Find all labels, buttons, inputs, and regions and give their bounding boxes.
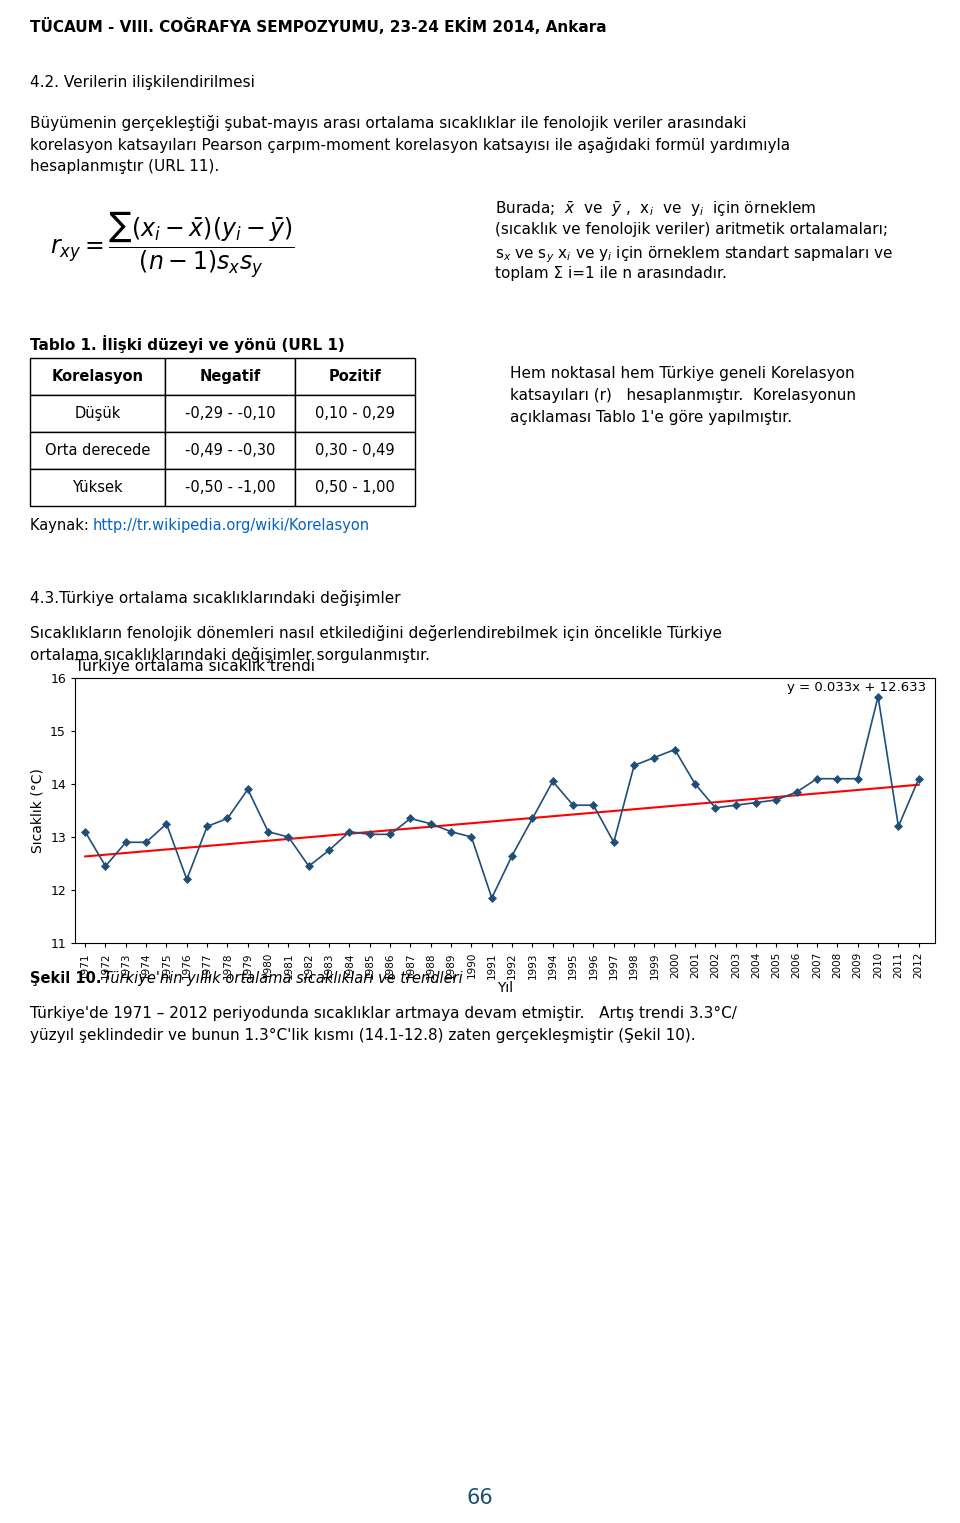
Text: hesaplanmıştır (URL 11).: hesaplanmıştır (URL 11). <box>30 158 219 174</box>
Text: (sıcaklık ve fenolojik veriler) aritmetik ortalamaları;: (sıcaklık ve fenolojik veriler) aritmeti… <box>495 222 888 238</box>
Text: 66: 66 <box>467 1488 493 1508</box>
Text: Kaynak:: Kaynak: <box>30 518 93 533</box>
Text: -0,49 - -0,30: -0,49 - -0,30 <box>185 443 276 458</box>
Text: korelasyon katsayıları Pearson çarpım-moment korelasyon katsayısı ile aşağıdaki : korelasyon katsayıları Pearson çarpım-mo… <box>30 137 790 152</box>
Y-axis label: Sıcaklık (°C): Sıcaklık (°C) <box>31 768 44 853</box>
Text: katsayıları (r)   hesaplanmıştır.  Korelasyonun: katsayıları (r) hesaplanmıştır. Korelasy… <box>510 388 856 404</box>
Text: $r_{xy} = \dfrac{\sum(x_i - \bar{x})(y_i - \bar{y})}{(n-1)s_x s_y}$: $r_{xy} = \dfrac{\sum(x_i - \bar{x})(y_i… <box>50 210 296 280</box>
Text: Düşük: Düşük <box>74 407 121 420</box>
Text: yüzyıl şeklindedir ve bunun 1.3°C'lik kısmı (14.1-12.8) zaten gerçekleşmiştir (Ş: yüzyıl şeklindedir ve bunun 1.3°C'lik kı… <box>30 1028 696 1043</box>
Text: -0,50 - -1,00: -0,50 - -1,00 <box>184 480 276 495</box>
Bar <box>295 358 415 394</box>
Text: Negatif: Negatif <box>200 369 260 384</box>
Text: açıklaması Tablo 1'e göre yapılmıştır.: açıklaması Tablo 1'e göre yapılmıştır. <box>510 410 792 425</box>
X-axis label: Yıl: Yıl <box>497 981 513 996</box>
Text: Türkiye'nin yıllık ortalama sıcaklıkları ve trendleri: Türkiye'nin yıllık ortalama sıcaklıkları… <box>103 972 463 985</box>
Text: Yüksek: Yüksek <box>72 480 123 495</box>
Text: Türkiye ortalama sıcaklık trendi: Türkiye ortalama sıcaklık trendi <box>75 659 315 675</box>
Text: ortalama sıcaklıklarındaki değişimler sorgulanmıştır.: ortalama sıcaklıklarındaki değişimler so… <box>30 647 430 663</box>
Text: Orta derecede: Orta derecede <box>45 443 150 458</box>
Bar <box>165 394 295 433</box>
Text: Şekil 10.: Şekil 10. <box>30 972 107 985</box>
Bar <box>165 469 295 506</box>
Text: Büyümenin gerçekleştiği şubat-mayıs arası ortalama sıcaklıklar ile fenolojik ver: Büyümenin gerçekleştiği şubat-mayıs aras… <box>30 116 747 131</box>
Text: 0,30 - 0,49: 0,30 - 0,49 <box>315 443 395 458</box>
Text: Tablo 1. İlişki düzeyi ve yönü (URL 1): Tablo 1. İlişki düzeyi ve yönü (URL 1) <box>30 335 345 353</box>
Bar <box>295 469 415 506</box>
Bar <box>295 394 415 433</box>
Text: y = 0.033x + 12.633: y = 0.033x + 12.633 <box>787 681 926 693</box>
Bar <box>165 358 295 394</box>
Text: -0,29 - -0,10: -0,29 - -0,10 <box>184 407 276 420</box>
Bar <box>30 469 165 506</box>
Text: 4.3.Türkiye ortalama sıcaklıklarındaki değişimler: 4.3.Türkiye ortalama sıcaklıklarındaki d… <box>30 589 400 606</box>
Text: Pozitif: Pozitif <box>328 369 381 384</box>
Text: http://tr.wikipedia.org/wiki/Korelasyon: http://tr.wikipedia.org/wiki/Korelasyon <box>93 518 371 533</box>
Bar <box>30 433 165 469</box>
Text: 0,50 - 1,00: 0,50 - 1,00 <box>315 480 395 495</box>
Text: Türkiye'de 1971 – 2012 periyodunda sıcaklıklar artmaya devam etmiştir.   Artış t: Türkiye'de 1971 – 2012 periyodunda sıcak… <box>30 1007 737 1020</box>
Text: TÜCAUM - VIII. COĞRAFYA SEMPOZYUMU, 23-24 EKİM 2014, Ankara: TÜCAUM - VIII. COĞRAFYA SEMPOZYUMU, 23-2… <box>30 18 607 35</box>
Text: 0,10 - 0,29: 0,10 - 0,29 <box>315 407 395 420</box>
Text: Burada;  $\bar{x}$  ve  $\bar{y}$ ,  x$_i$  ve  y$_i$  için örneklem: Burada; $\bar{x}$ ve $\bar{y}$ , x$_i$ v… <box>495 200 817 219</box>
Text: s$_x$ ve s$_y$ x$_i$ ve y$_i$ için örneklem standart sapmaları ve: s$_x$ ve s$_y$ x$_i$ ve y$_i$ için örnek… <box>495 244 893 265</box>
Text: 4.2. Verilerin ilişkilendirilmesi: 4.2. Verilerin ilişkilendirilmesi <box>30 75 254 90</box>
Bar <box>30 394 165 433</box>
Text: Hem noktasal hem Türkiye geneli Korelasyon: Hem noktasal hem Türkiye geneli Korelasy… <box>510 366 854 381</box>
Bar <box>165 433 295 469</box>
Text: toplam Σ i=1 ile n arasındadır.: toplam Σ i=1 ile n arasındadır. <box>495 267 727 282</box>
Bar <box>295 433 415 469</box>
Text: Korelasyon: Korelasyon <box>52 369 143 384</box>
Bar <box>30 358 165 394</box>
Text: Sıcaklıkların fenolojik dönemleri nasıl etkilediğini değerlendirebilmek için önc: Sıcaklıkların fenolojik dönemleri nasıl … <box>30 624 722 641</box>
